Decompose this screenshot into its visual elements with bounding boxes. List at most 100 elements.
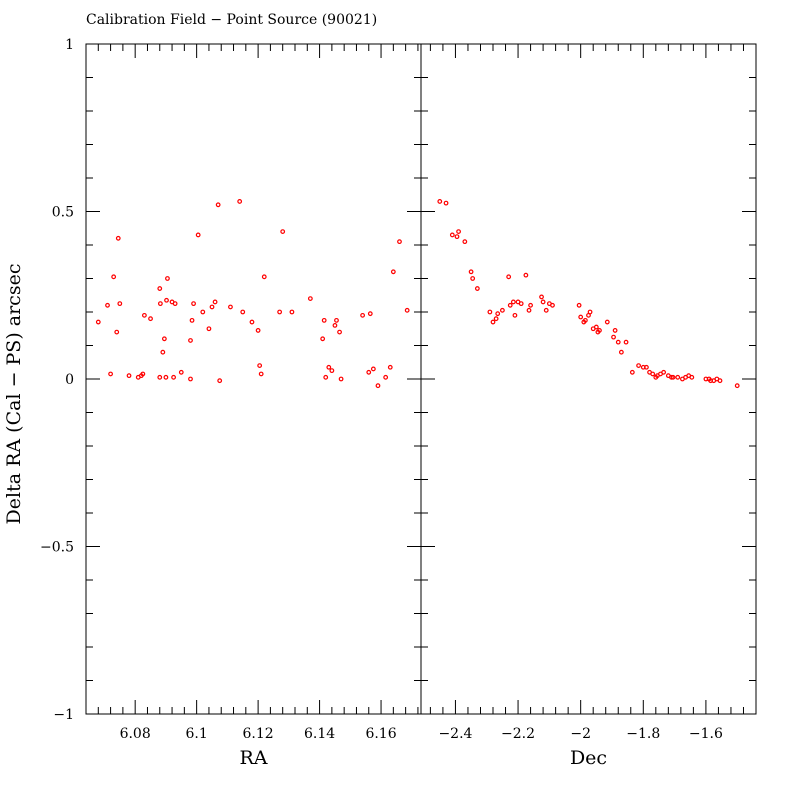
data-point <box>454 234 460 240</box>
data-point <box>178 369 184 375</box>
data-point <box>582 317 588 323</box>
data-point <box>326 364 332 370</box>
data-point <box>636 363 641 369</box>
data-point <box>383 374 389 380</box>
plot-frame <box>85 43 422 715</box>
data-point <box>470 276 476 281</box>
data-point <box>255 328 261 333</box>
data-point <box>474 286 480 291</box>
data-point <box>95 319 101 325</box>
data-point <box>228 304 233 310</box>
chart-title: Calibration Field − Point Source (90021) <box>86 12 377 28</box>
data-point <box>157 374 163 380</box>
data-point <box>277 309 283 315</box>
data-point <box>495 311 501 317</box>
data-point <box>443 200 449 206</box>
data-point <box>493 316 499 322</box>
data-point <box>689 374 695 380</box>
data-point <box>160 349 166 355</box>
data-point <box>644 364 649 370</box>
x-tick-label: 6.1 <box>186 726 208 742</box>
data-point <box>329 368 335 374</box>
data-point <box>578 314 584 320</box>
x-axis-label: RA <box>239 747 267 769</box>
data-point <box>587 309 593 315</box>
data-point <box>543 307 549 313</box>
data-point <box>323 374 329 380</box>
data-point <box>611 334 616 340</box>
data-point <box>456 229 461 235</box>
data-point <box>105 302 110 308</box>
data-point <box>148 316 153 322</box>
data-point <box>604 319 610 325</box>
x-axis-label: Dec <box>570 747 607 769</box>
x-tick-label: −1.8 <box>626 726 660 742</box>
data-point <box>675 374 681 380</box>
data-point <box>360 312 366 318</box>
data-point <box>163 374 169 380</box>
data-point <box>171 374 176 380</box>
data-point <box>212 299 218 305</box>
x-tick-label: −1.6 <box>689 726 723 742</box>
data-point <box>526 307 532 313</box>
data-point <box>550 302 555 308</box>
data-point <box>370 366 376 372</box>
x-tick-label: 6.14 <box>304 726 335 742</box>
data-point <box>188 338 193 343</box>
data-point <box>111 274 117 280</box>
data-point <box>188 376 193 382</box>
data-point <box>397 239 402 245</box>
data-point <box>487 309 493 315</box>
y-tick-label: 0.5 <box>52 205 74 221</box>
data-point <box>165 276 170 281</box>
data-point <box>539 294 544 300</box>
data-point <box>200 309 206 315</box>
data-point <box>366 369 372 375</box>
y-tick-label: −0.5 <box>40 540 74 556</box>
data-point <box>618 349 624 355</box>
data-point <box>240 309 246 315</box>
data-point <box>115 235 121 241</box>
data-point <box>157 301 163 307</box>
data-point <box>195 232 201 238</box>
data-point <box>510 299 516 305</box>
data-point <box>258 371 264 377</box>
panel-dec: −2.4 −2.2 −2 −1.8 −1.6 Dec <box>420 43 757 769</box>
data-point <box>404 307 410 313</box>
panel-ra: −1 −0.5 0 0.5 1 6.08 6.1 6.12 6.14 6.16 RA <box>40 37 422 769</box>
data-point <box>540 299 546 305</box>
data-point <box>468 269 474 275</box>
data-point <box>593 324 599 330</box>
data-point <box>375 383 381 389</box>
data-point <box>206 326 212 332</box>
plot-frame <box>420 43 757 715</box>
data-point <box>506 274 512 280</box>
x-tick-label: 6.12 <box>243 726 274 742</box>
data-point <box>661 369 667 375</box>
data-point <box>141 312 147 318</box>
data-point <box>490 319 496 325</box>
data-point <box>191 301 196 307</box>
data-point <box>157 286 163 291</box>
data-point <box>623 339 629 345</box>
data-point <box>237 199 243 204</box>
data-point <box>528 302 533 308</box>
data-point <box>334 317 339 323</box>
data-point <box>332 323 338 328</box>
data-point <box>462 239 468 245</box>
data-point <box>523 272 529 278</box>
data-point <box>161 336 167 342</box>
data-point <box>209 304 215 310</box>
data-point <box>338 376 344 382</box>
data-point <box>597 328 602 333</box>
x-tick-label: 6.08 <box>120 726 151 742</box>
data-point <box>307 296 313 302</box>
data-point <box>337 329 342 335</box>
data-point <box>734 383 740 389</box>
data-point <box>261 274 267 280</box>
data-point <box>117 301 123 307</box>
data-point <box>670 374 676 380</box>
data-point <box>387 364 393 370</box>
data-point <box>650 371 656 377</box>
